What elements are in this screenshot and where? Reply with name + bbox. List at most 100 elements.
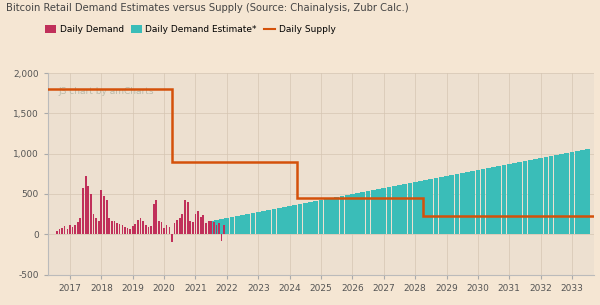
- Bar: [491, 167, 496, 234]
- Bar: [148, 227, 149, 234]
- Bar: [486, 168, 491, 234]
- Bar: [155, 200, 157, 234]
- Bar: [145, 225, 147, 234]
- Bar: [119, 224, 121, 234]
- Bar: [150, 226, 152, 234]
- Bar: [240, 215, 245, 234]
- Bar: [476, 170, 480, 234]
- Bar: [444, 176, 449, 234]
- Bar: [215, 224, 217, 234]
- Bar: [392, 186, 397, 234]
- Bar: [434, 178, 439, 234]
- Bar: [517, 162, 522, 234]
- Bar: [460, 173, 464, 234]
- Bar: [171, 234, 173, 242]
- Bar: [100, 190, 102, 234]
- Bar: [418, 181, 423, 234]
- Bar: [502, 165, 506, 234]
- Bar: [211, 221, 212, 234]
- Bar: [512, 163, 517, 234]
- Bar: [161, 222, 163, 234]
- Bar: [79, 218, 81, 234]
- Bar: [277, 208, 281, 234]
- Bar: [184, 200, 186, 234]
- Bar: [213, 222, 215, 234]
- Bar: [106, 200, 107, 234]
- Bar: [98, 221, 100, 234]
- Bar: [158, 221, 160, 234]
- Bar: [74, 225, 76, 234]
- Bar: [103, 196, 105, 234]
- Bar: [251, 213, 256, 234]
- Bar: [181, 214, 183, 234]
- Bar: [355, 193, 360, 234]
- Bar: [554, 155, 559, 234]
- Bar: [194, 214, 196, 234]
- Bar: [565, 153, 569, 234]
- Bar: [192, 222, 194, 234]
- Bar: [580, 150, 585, 234]
- Bar: [313, 201, 318, 234]
- Bar: [528, 160, 533, 234]
- Bar: [575, 151, 580, 234]
- Bar: [230, 217, 235, 234]
- Bar: [569, 152, 574, 234]
- Bar: [69, 224, 71, 234]
- Bar: [197, 211, 199, 234]
- Bar: [134, 224, 136, 234]
- Bar: [272, 209, 277, 234]
- Bar: [361, 192, 365, 234]
- Bar: [266, 210, 271, 234]
- Bar: [221, 234, 223, 241]
- Bar: [169, 227, 170, 234]
- Bar: [386, 187, 391, 234]
- Bar: [428, 179, 433, 234]
- Bar: [130, 229, 131, 234]
- Bar: [507, 164, 512, 234]
- Bar: [407, 183, 412, 234]
- Bar: [116, 223, 118, 234]
- Bar: [59, 229, 61, 234]
- Bar: [586, 149, 590, 234]
- Bar: [413, 182, 418, 234]
- Bar: [132, 226, 134, 234]
- Bar: [189, 221, 191, 234]
- Bar: [64, 226, 65, 234]
- Bar: [200, 217, 202, 234]
- Bar: [95, 218, 97, 234]
- Bar: [137, 220, 139, 234]
- Bar: [256, 212, 260, 234]
- Bar: [319, 200, 323, 234]
- Bar: [208, 221, 209, 234]
- Bar: [303, 203, 308, 234]
- Bar: [71, 227, 73, 234]
- Bar: [166, 224, 167, 234]
- Bar: [298, 204, 302, 234]
- Bar: [549, 156, 553, 234]
- Bar: [245, 214, 250, 234]
- Bar: [122, 225, 123, 234]
- Bar: [88, 186, 89, 234]
- Bar: [382, 188, 386, 234]
- Bar: [334, 197, 339, 234]
- Text: JS chart by amCharts: JS chart by amCharts: [59, 87, 154, 96]
- Bar: [127, 228, 128, 234]
- Bar: [470, 171, 475, 234]
- Bar: [559, 154, 564, 234]
- Text: Bitcoin Retail Demand Estimates versus Supply (Source: Chainalysis, Zubr Calc.): Bitcoin Retail Demand Estimates versus S…: [6, 3, 409, 13]
- Bar: [90, 194, 92, 234]
- Bar: [455, 174, 460, 234]
- Bar: [345, 195, 350, 234]
- Bar: [533, 159, 538, 234]
- Bar: [350, 194, 355, 234]
- Bar: [205, 223, 207, 234]
- Bar: [109, 218, 110, 234]
- Bar: [92, 214, 94, 234]
- Bar: [465, 172, 470, 234]
- Bar: [496, 166, 501, 234]
- Bar: [85, 176, 86, 234]
- Bar: [209, 221, 214, 234]
- Bar: [403, 184, 407, 234]
- Bar: [67, 229, 68, 234]
- Bar: [176, 220, 178, 234]
